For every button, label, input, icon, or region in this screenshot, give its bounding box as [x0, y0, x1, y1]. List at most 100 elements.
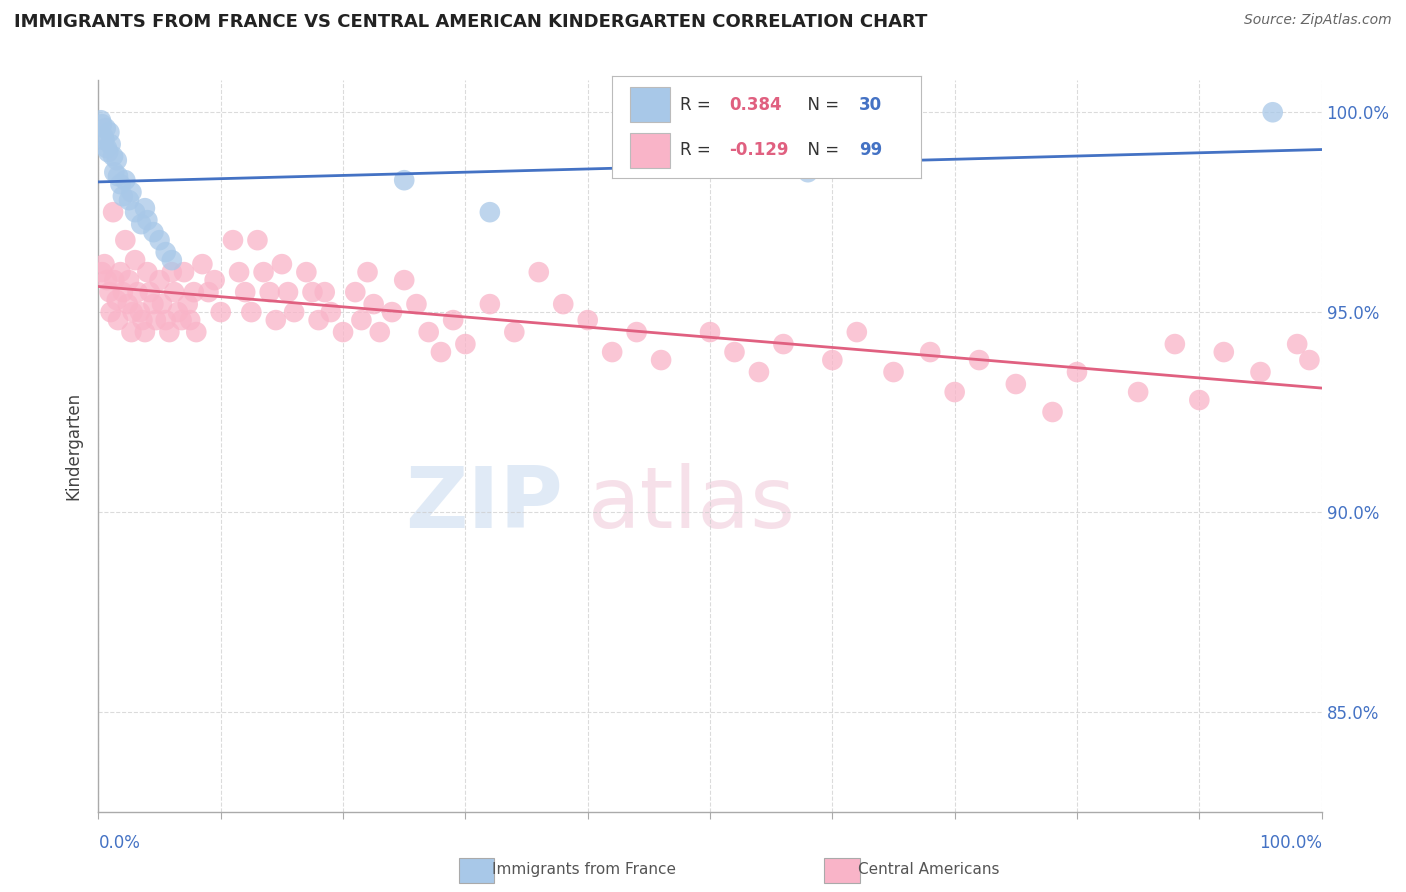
- Point: [381, 305, 404, 319]
- Point: [204, 273, 226, 287]
- Point: [319, 305, 342, 319]
- Point: [101, 149, 124, 163]
- Bar: [630, 133, 671, 168]
- Point: [98, 285, 121, 299]
- Text: atlas: atlas: [588, 463, 796, 546]
- Text: R =: R =: [679, 95, 716, 113]
- Point: [160, 265, 183, 279]
- Text: 0.384: 0.384: [730, 95, 782, 113]
- Text: ZIP: ZIP: [405, 463, 564, 546]
- Point: [160, 253, 183, 268]
- Point: [650, 353, 672, 368]
- Point: [170, 313, 193, 327]
- Point: [748, 365, 770, 379]
- Text: 30: 30: [859, 95, 882, 113]
- Text: Central Americans: Central Americans: [858, 863, 1000, 877]
- Point: [129, 217, 152, 231]
- Point: [134, 325, 156, 339]
- Point: [1042, 405, 1064, 419]
- Point: [121, 305, 143, 319]
- Point: [1212, 345, 1234, 359]
- Point: [107, 313, 129, 327]
- Point: [96, 273, 118, 287]
- Point: [209, 305, 232, 319]
- Point: [301, 285, 323, 299]
- Point: [157, 325, 180, 339]
- Point: [100, 137, 122, 152]
- Text: -0.129: -0.129: [730, 141, 789, 159]
- Point: [110, 265, 132, 279]
- Point: [270, 257, 294, 271]
- Point: [197, 285, 219, 299]
- Point: [344, 285, 367, 299]
- Point: [114, 233, 136, 247]
- Point: [699, 325, 721, 339]
- Point: [134, 201, 156, 215]
- Point: [127, 285, 149, 299]
- Point: [120, 185, 142, 199]
- Text: 100.0%: 100.0%: [1258, 834, 1322, 852]
- Point: [155, 245, 177, 260]
- Bar: [824, 858, 860, 883]
- Point: [821, 353, 844, 368]
- Point: [136, 265, 159, 279]
- Point: [100, 305, 122, 319]
- Point: [723, 345, 745, 359]
- Point: [111, 189, 134, 203]
- Point: [1164, 337, 1187, 351]
- Point: [142, 297, 165, 311]
- Point: [1298, 353, 1320, 368]
- Bar: [630, 87, 671, 122]
- Point: [120, 325, 142, 339]
- Point: [150, 297, 173, 311]
- Point: [454, 337, 477, 351]
- Point: [111, 285, 134, 299]
- Point: [314, 285, 336, 299]
- Point: [943, 385, 966, 400]
- Point: [98, 125, 121, 139]
- Point: [191, 257, 214, 271]
- Point: [1128, 385, 1150, 400]
- Point: [149, 233, 172, 247]
- Point: [90, 113, 112, 128]
- Point: [264, 313, 287, 327]
- Point: [118, 193, 141, 207]
- Point: [576, 313, 599, 327]
- Bar: [458, 858, 495, 883]
- Text: N =: N =: [797, 95, 845, 113]
- Point: [405, 297, 427, 311]
- Point: [233, 285, 256, 299]
- Point: [103, 273, 125, 287]
- Point: [252, 265, 274, 279]
- Text: IMMIGRANTS FROM FRANCE VS CENTRAL AMERICAN KINDERGARTEN CORRELATION CHART: IMMIGRANTS FROM FRANCE VS CENTRAL AMERIC…: [14, 13, 928, 31]
- Point: [114, 173, 136, 187]
- Text: Immigrants from France: Immigrants from France: [492, 863, 676, 877]
- Point: [145, 313, 167, 327]
- Point: [96, 141, 118, 155]
- Point: [845, 325, 868, 339]
- Point: [163, 285, 186, 299]
- Point: [392, 273, 416, 287]
- Point: [392, 173, 416, 187]
- Text: N =: N =: [797, 141, 845, 159]
- Point: [107, 169, 129, 184]
- Point: [142, 225, 165, 239]
- Point: [139, 285, 162, 299]
- Point: [772, 337, 794, 351]
- Point: [246, 233, 269, 247]
- Text: 0.0%: 0.0%: [98, 834, 141, 852]
- Point: [283, 305, 305, 319]
- Point: [368, 325, 391, 339]
- Point: [1004, 377, 1026, 392]
- Point: [105, 293, 128, 307]
- Point: [883, 365, 905, 379]
- Point: [1249, 365, 1271, 379]
- Point: [222, 233, 245, 247]
- Point: [97, 145, 120, 160]
- Point: [1261, 105, 1284, 120]
- Point: [124, 205, 146, 219]
- Point: [259, 285, 281, 299]
- Point: [124, 253, 146, 268]
- Point: [295, 265, 318, 279]
- Text: R =: R =: [679, 141, 716, 159]
